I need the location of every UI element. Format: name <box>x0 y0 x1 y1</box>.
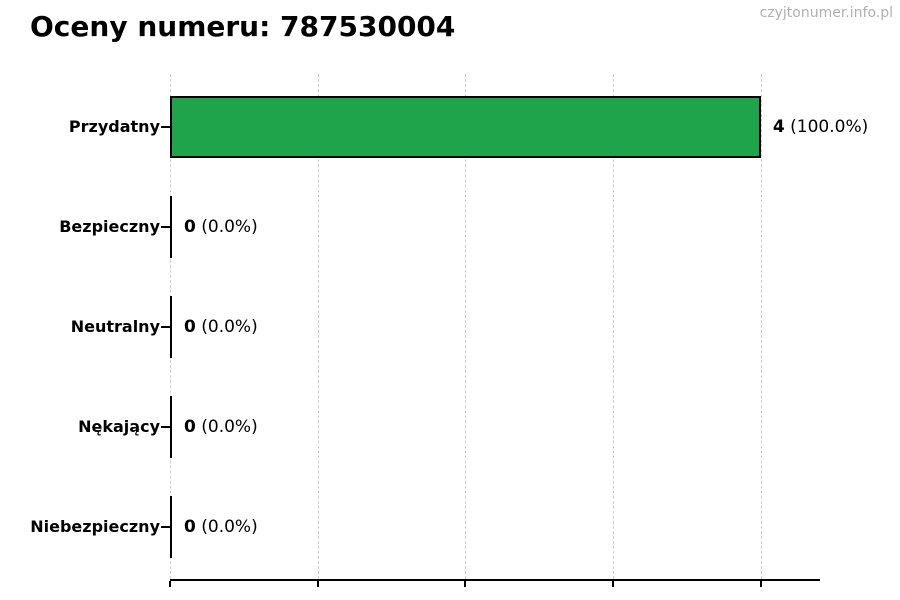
plot-area: 4 (100.0%) 0 (0.0%) 0 (0.0%) 0 <box>161 72 868 587</box>
gridline <box>317 74 319 579</box>
y-tick <box>161 526 170 528</box>
value-percent: (0.0%) <box>201 417 258 437</box>
y-tick <box>161 126 170 128</box>
category-label-przydatny: Przydatny <box>68 117 160 136</box>
y-tick <box>161 326 170 328</box>
gridline <box>760 74 762 579</box>
value-count: 0 <box>184 317 196 337</box>
category-label-niebezpieczny: Niebezpieczny <box>30 517 160 536</box>
value-label: 0 (0.0%) <box>184 317 258 337</box>
value-label: 4 (100.0%) <box>773 117 868 137</box>
x-tick <box>316 581 319 587</box>
x-tick <box>464 581 467 587</box>
category-label-nekajacy: Nękający <box>78 417 160 436</box>
bar-przydatny <box>170 96 761 158</box>
category-label-bezpieczny: Bezpieczny <box>59 217 160 236</box>
value-percent: (0.0%) <box>201 217 258 237</box>
value-label: 0 (0.0%) <box>184 517 258 537</box>
bar-row-przydatny: 4 (100.0%) <box>161 96 868 158</box>
bar-nekajacy <box>170 396 172 458</box>
bar-row-neutralny: 0 (0.0%) <box>161 296 258 358</box>
bar-row-nekajacy: 0 (0.0%) <box>161 396 258 458</box>
x-tick <box>612 581 615 587</box>
bar-row-bezpieczny: 0 (0.0%) <box>161 196 258 258</box>
gridline <box>465 74 467 579</box>
bar-row-niebezpieczny: 0 (0.0%) <box>161 496 258 558</box>
value-label: 0 (0.0%) <box>184 217 258 237</box>
category-axis: Przydatny Bezpieczny Neutralny Nękający … <box>0 72 160 579</box>
y-tick <box>161 226 170 228</box>
bar-neutralny <box>170 296 172 358</box>
y-tick <box>161 426 170 428</box>
gridline <box>613 74 615 579</box>
watermark-link[interactable]: czyjtonumer.info.pl <box>759 5 893 21</box>
value-count: 0 <box>184 217 196 237</box>
chart-title: Oceny numeru: 787530004 <box>30 10 456 43</box>
value-label: 0 (0.0%) <box>184 417 258 437</box>
category-label-neutralny: Neutralny <box>70 317 160 336</box>
value-percent: (0.0%) <box>201 317 258 337</box>
bar-bezpieczny <box>170 196 172 258</box>
value-count: 0 <box>184 517 196 537</box>
value-percent: (0.0%) <box>201 517 258 537</box>
value-count: 4 <box>772 117 785 137</box>
x-tick <box>759 581 762 587</box>
bar-niebezpieczny <box>170 496 172 558</box>
value-count: 0 <box>184 417 196 437</box>
x-tick <box>169 581 171 587</box>
value-percent: (100.0%) <box>790 117 869 137</box>
